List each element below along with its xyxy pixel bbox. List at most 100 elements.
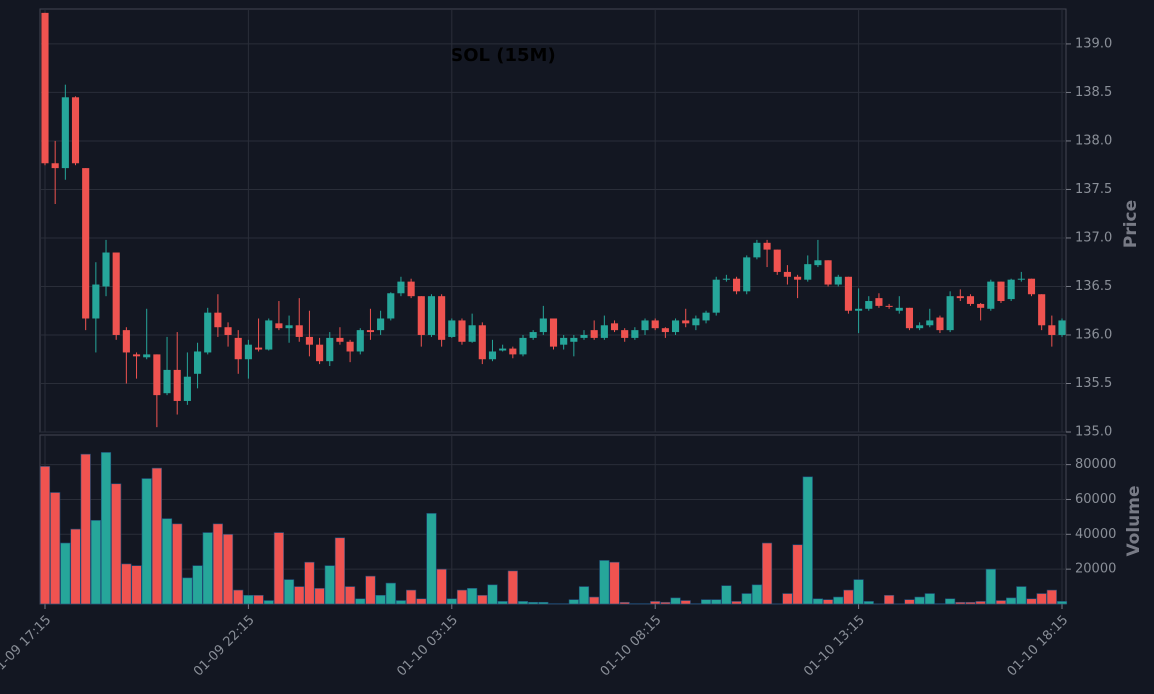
candle-body <box>326 337 334 362</box>
candle-body <box>305 336 313 345</box>
candle-body <box>92 284 100 319</box>
volume-bar <box>294 586 305 605</box>
volume-bar <box>253 594 264 605</box>
candle-body <box>671 320 680 333</box>
volume-bar <box>477 594 488 605</box>
volume-bar <box>161 518 173 605</box>
candle-body <box>346 341 354 352</box>
volume-bar <box>650 601 661 605</box>
candle-body <box>1048 325 1056 335</box>
volume-bar <box>416 598 427 605</box>
volume-bar <box>284 579 295 605</box>
y2-tick-label: 80000 <box>1075 457 1116 472</box>
candle-body <box>977 303 985 308</box>
candle-body <box>509 348 517 355</box>
volume-bar <box>385 582 396 605</box>
volume-bar <box>578 586 590 605</box>
volume-bar <box>263 600 274 605</box>
candle-body <box>529 332 537 338</box>
candle-body <box>722 278 730 280</box>
candle-body <box>41 12 49 164</box>
volume-bar <box>843 589 854 605</box>
x-tick-label: 01-10 13:15 <box>801 613 868 680</box>
candle-body <box>499 348 507 351</box>
candle-body <box>234 337 242 360</box>
volume-bar <box>711 599 722 605</box>
volume-bar <box>955 601 966 605</box>
volume-bar <box>812 598 823 605</box>
candle-body <box>539 318 547 333</box>
candle-body <box>183 376 191 401</box>
volume-bar <box>111 483 122 605</box>
candle-body <box>651 320 659 329</box>
price-panel <box>39 8 1067 433</box>
candle-body <box>285 325 293 329</box>
candle-body <box>916 325 924 329</box>
volume-bar <box>50 492 61 605</box>
candle-body <box>214 312 222 328</box>
volume-bar <box>426 513 437 605</box>
candle-body <box>753 242 761 258</box>
candle-body <box>51 163 59 169</box>
y-tick-label: 137.0 <box>1075 230 1112 245</box>
volume-bar <box>243 594 254 605</box>
candle-body <box>794 276 802 280</box>
volume-bar <box>995 600 1007 605</box>
candle-body <box>702 312 710 321</box>
volume-bar <box>446 598 457 605</box>
candle-body <box>82 168 90 319</box>
candle-body <box>295 325 303 337</box>
volume-bar <box>39 466 51 605</box>
candle-body <box>600 325 608 338</box>
candle-body <box>692 318 700 326</box>
y2-axis-label: Volume <box>1124 485 1144 556</box>
volume-bar <box>741 593 752 605</box>
candle-body <box>1038 294 1046 326</box>
volume-bar <box>700 599 712 605</box>
candle-body <box>438 296 446 340</box>
volume-bar <box>70 528 81 605</box>
volume-bar <box>782 593 793 605</box>
volume-bar <box>528 601 539 605</box>
volume-bar <box>761 542 773 605</box>
candle-body <box>855 308 863 311</box>
candle-body <box>316 344 324 362</box>
volume-bar <box>406 589 417 605</box>
volume-bar <box>121 563 132 605</box>
candle-body <box>834 276 842 285</box>
candle-body <box>885 305 893 307</box>
x-tick-label: 01-09 17:15 <box>0 613 54 680</box>
candle-body <box>926 320 934 326</box>
candle-body <box>1027 278 1036 295</box>
volume-bar <box>151 467 162 605</box>
volume-bar <box>517 601 529 605</box>
volume-bar <box>314 588 325 605</box>
volume-bar <box>375 594 386 605</box>
volume-bar <box>345 586 356 605</box>
volume-bar <box>487 584 498 605</box>
volume-bar <box>863 601 874 605</box>
candle-body <box>783 271 791 277</box>
candle-body <box>946 296 954 331</box>
y2-tick-label: 40000 <box>1075 527 1116 542</box>
volume-bar <box>680 600 691 605</box>
volume-bar <box>395 600 407 605</box>
candle-body <box>712 279 720 313</box>
candle-body <box>875 298 883 306</box>
volume-bar <box>192 565 203 605</box>
candle-body <box>733 278 741 292</box>
candle-body <box>488 351 497 360</box>
candle-body <box>549 318 558 347</box>
candle-body <box>397 281 405 294</box>
candle-body <box>804 264 812 280</box>
volume-bar <box>792 544 803 605</box>
candle-body <box>112 252 120 335</box>
candle-body <box>255 347 263 350</box>
candle-body <box>417 296 425 335</box>
volume-bar <box>80 453 91 605</box>
volume-bar <box>131 565 142 605</box>
volume-bar <box>436 568 447 605</box>
y2-tick-label: 60000 <box>1075 492 1116 507</box>
volume-bar <box>365 575 376 605</box>
